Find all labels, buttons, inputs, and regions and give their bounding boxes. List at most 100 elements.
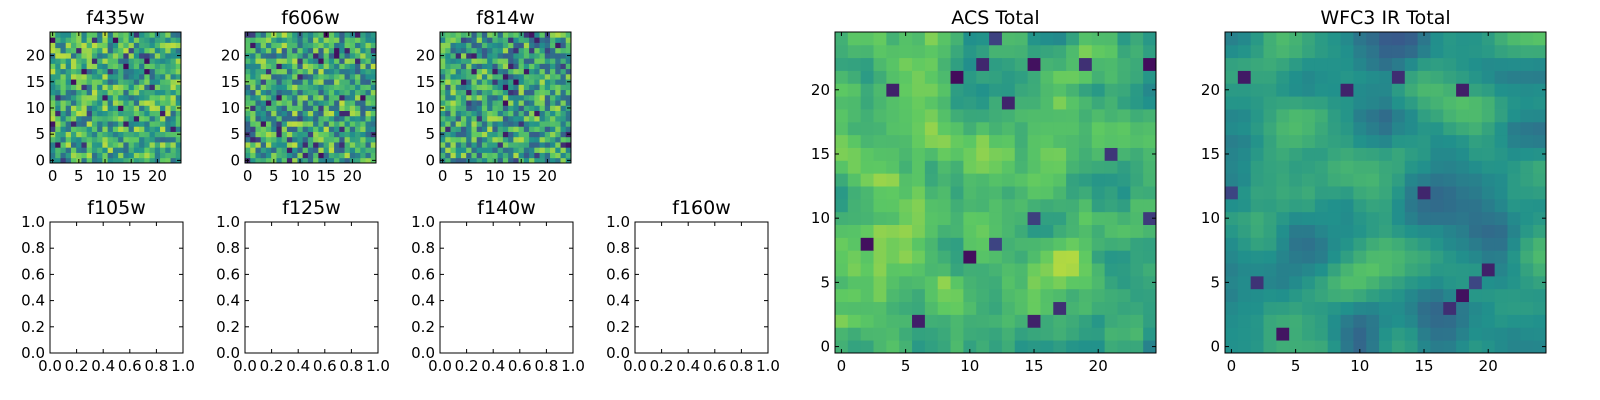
heatmap-cell <box>1494 32 1508 46</box>
heatmap-cell <box>1040 134 1054 148</box>
heatmap-cell <box>1040 237 1054 251</box>
heatmap-cell <box>1520 211 1534 225</box>
heatmap-cell <box>144 121 150 127</box>
heatmap-cell <box>1494 109 1508 123</box>
heatmap-cell <box>1507 327 1521 341</box>
heatmap-cell <box>128 47 135 54</box>
heatmap-cell <box>534 89 540 96</box>
heatmap-cell <box>937 134 951 148</box>
y-tick-label: 20 <box>1201 81 1220 99</box>
heatmap-cell <box>534 147 540 153</box>
heatmap-cell <box>149 68 156 75</box>
heatmap-cell <box>1468 340 1483 354</box>
heatmap-cell <box>1104 198 1118 213</box>
x-tick-label: 0.0 <box>428 357 452 375</box>
heatmap-cell <box>1066 160 1080 174</box>
heatmap-cell <box>1468 301 1483 315</box>
heatmap-cell <box>1533 211 1547 225</box>
heatmap-cell <box>302 157 309 164</box>
heatmap-cell <box>1314 96 1329 110</box>
heatmap-cell <box>165 73 171 80</box>
heatmap-cell <box>1143 224 1157 238</box>
heatmap-cell <box>476 115 483 122</box>
heatmap-cell <box>1104 70 1118 84</box>
heatmap-cell <box>924 275 939 290</box>
heatmap-cell <box>544 110 551 117</box>
y-tick-label: 5 <box>230 125 240 143</box>
heatmap-cell <box>450 142 457 148</box>
heatmap-cell <box>107 58 114 64</box>
heatmap-cell <box>518 37 525 43</box>
heatmap-cell <box>334 147 340 153</box>
heatmap-cell <box>1130 173 1144 187</box>
heatmap-cell <box>976 224 990 238</box>
heatmap-cell <box>1117 288 1131 303</box>
heatmap-cell <box>976 121 990 136</box>
heatmap-cell <box>1289 224 1303 238</box>
heatmap-cell <box>112 94 119 101</box>
heatmap-cell <box>50 152 56 159</box>
heatmap-cell <box>1143 198 1157 213</box>
heatmap-cell <box>450 58 457 64</box>
heatmap-cell <box>355 89 361 96</box>
heatmap-cell <box>1507 275 1521 290</box>
heatmap-cell <box>523 131 530 138</box>
heatmap-cell <box>1391 70 1406 84</box>
heatmap-cell <box>1263 70 1277 84</box>
heatmap-cell <box>899 121 913 136</box>
heatmap-cell <box>1417 83 1431 97</box>
heatmap-cell <box>481 147 488 153</box>
heatmap-cell <box>544 89 551 96</box>
heatmap-cell <box>1443 70 1457 84</box>
heatmap-cell <box>963 288 977 303</box>
heatmap-cell <box>170 89 177 96</box>
heatmap-cell <box>487 147 493 153</box>
heatmap-cell <box>307 52 314 59</box>
heatmap-cell <box>550 32 556 38</box>
heatmap-cell <box>133 157 140 164</box>
heatmap-cell <box>1507 263 1521 277</box>
heatmap-cell <box>873 32 887 46</box>
heatmap-cell <box>133 32 140 38</box>
heatmap-cell <box>144 105 150 111</box>
heatmap-cell <box>989 340 1003 354</box>
heatmap-cell <box>60 131 67 138</box>
heatmap-cell <box>344 105 351 111</box>
heatmap-cell <box>1327 237 1341 251</box>
heatmap-cell <box>292 157 298 164</box>
heatmap-cell <box>255 73 262 80</box>
heatmap-cell <box>560 63 567 70</box>
heatmap-cell <box>97 89 103 96</box>
heatmap-cell <box>65 63 72 70</box>
heatmap-cell <box>1250 121 1264 136</box>
heatmap-cell <box>170 110 177 117</box>
heatmap-cell <box>460 110 467 117</box>
heatmap-cell <box>1417 109 1431 123</box>
heatmap-cell <box>1468 96 1483 110</box>
heatmap-cell <box>1078 314 1093 328</box>
heatmap-cell <box>370 152 377 159</box>
heatmap-cell <box>334 142 340 148</box>
heatmap-cell <box>1001 288 1016 303</box>
heatmap-cell <box>318 157 324 164</box>
heatmap-cell <box>91 63 98 70</box>
heatmap-cell <box>276 84 283 91</box>
heatmap-cell <box>508 58 514 64</box>
heatmap-cell <box>508 47 514 54</box>
heatmap-cell <box>365 115 372 122</box>
heatmap-cell <box>1417 263 1431 277</box>
heatmap-cell <box>112 47 119 54</box>
heatmap-cell <box>286 52 293 59</box>
heatmap-cell <box>302 152 309 159</box>
heatmap-cell <box>355 68 361 75</box>
heatmap-cell <box>565 126 572 132</box>
heatmap-cell <box>937 160 951 174</box>
heatmap-cell <box>265 105 272 111</box>
heatmap-cell <box>102 136 109 143</box>
heatmap-cell <box>1225 340 1239 354</box>
heatmap-cell <box>487 121 493 127</box>
heatmap-cell <box>65 52 72 59</box>
heatmap-cell <box>149 142 156 148</box>
heatmap-cell <box>292 152 298 159</box>
heatmap-cell <box>539 100 546 106</box>
